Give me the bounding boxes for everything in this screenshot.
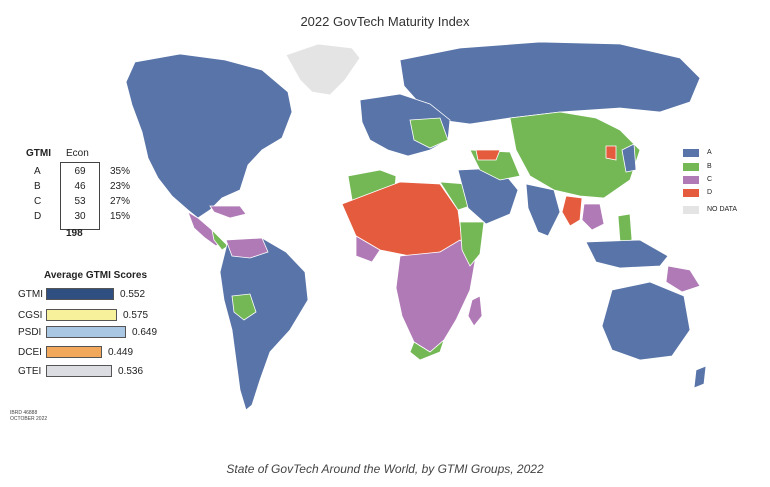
legend-label: D bbox=[707, 189, 713, 196]
region-indonesia bbox=[585, 239, 669, 269]
score-bar bbox=[46, 365, 112, 377]
region-australia bbox=[601, 281, 691, 361]
legend-item: NO DATA bbox=[683, 206, 763, 216]
group-letter: B bbox=[34, 181, 41, 192]
score-value: 0.575 bbox=[123, 310, 149, 321]
legend-label: B bbox=[707, 163, 712, 170]
region-russia bbox=[399, 41, 701, 125]
region-japan bbox=[621, 143, 637, 173]
region-central-america-b bbox=[211, 228, 229, 251]
region-central-asia bbox=[509, 111, 641, 199]
region-central-africa bbox=[395, 239, 477, 353]
legend-swatch bbox=[683, 189, 699, 197]
region-india bbox=[525, 183, 561, 237]
score-label: DCEI bbox=[18, 347, 42, 358]
score-row: CGSI 0.575 bbox=[18, 309, 218, 323]
region-west-africa bbox=[355, 235, 381, 263]
region-eastern-europe bbox=[409, 117, 449, 149]
region-north-korea bbox=[605, 145, 617, 161]
score-label: GTMI bbox=[18, 289, 43, 300]
figure-caption: State of GovTech Around the World, by GT… bbox=[226, 462, 544, 476]
map-date: OCTOBER 2022 bbox=[10, 416, 48, 422]
group-econ-count: 53 bbox=[74, 196, 86, 207]
group-letter: A bbox=[34, 166, 41, 177]
region-venezuela-colombia bbox=[225, 237, 269, 259]
region-southeast-asia bbox=[561, 195, 583, 227]
group-econ-count: 69 bbox=[74, 166, 86, 177]
region-southern-africa bbox=[409, 338, 445, 361]
group-percent: 15% bbox=[110, 211, 131, 222]
group-econ-count: 30 bbox=[74, 211, 86, 222]
legend-swatch bbox=[683, 163, 699, 171]
legend-swatch bbox=[683, 176, 699, 184]
score-label: CGSI bbox=[18, 310, 43, 321]
legend-label: C bbox=[707, 176, 713, 183]
score-value: 0.552 bbox=[120, 289, 146, 300]
econ-count-box bbox=[60, 162, 100, 230]
region-southeast-asia-b bbox=[581, 203, 605, 231]
score-row: GTEI 0.536 bbox=[18, 365, 218, 379]
region-north-america bbox=[125, 53, 293, 219]
map-id: IBRD 46888 bbox=[10, 410, 38, 416]
region-new-zealand bbox=[693, 365, 707, 389]
econ-total: 198 bbox=[66, 228, 83, 239]
group-letter: D bbox=[34, 211, 42, 222]
group-percent: 23% bbox=[110, 181, 131, 192]
region-east-africa bbox=[459, 221, 485, 267]
econ-column-header: Econ bbox=[66, 148, 89, 159]
region-papua bbox=[665, 265, 701, 293]
score-row: PSDI 0.649 bbox=[18, 326, 218, 340]
region-philippines bbox=[617, 213, 633, 243]
group-econ-count: 46 bbox=[74, 181, 86, 192]
score-bar bbox=[46, 309, 117, 321]
region-greenland bbox=[285, 43, 361, 96]
legend-item: A bbox=[683, 149, 763, 159]
group-percent: 27% bbox=[110, 196, 131, 207]
region-caribbean bbox=[209, 205, 247, 219]
average-scores-title: Average GTMI Scores bbox=[44, 270, 148, 281]
score-bar bbox=[46, 288, 114, 300]
region-south-america bbox=[219, 237, 309, 411]
region-caucasus bbox=[475, 149, 501, 161]
map-reference: IBRD 46888 OCTOBER 2022 bbox=[10, 410, 47, 422]
map-title: 2022 GovTech Maturity Index bbox=[300, 14, 470, 29]
score-row: GTMI 0.552 bbox=[18, 288, 218, 302]
legend-label: NO DATA bbox=[707, 206, 738, 213]
score-value: 0.649 bbox=[132, 327, 158, 338]
score-label: PSDI bbox=[18, 327, 42, 338]
score-bar bbox=[46, 346, 102, 358]
score-value: 0.536 bbox=[118, 366, 144, 377]
legend-item: B bbox=[683, 163, 763, 173]
legend-swatch bbox=[683, 206, 699, 214]
gtmi-column-header: GTMI bbox=[26, 148, 51, 159]
legend-item: C bbox=[683, 176, 763, 186]
group-letter: C bbox=[34, 196, 42, 207]
group-percent: 35% bbox=[110, 166, 131, 177]
legend-item: D bbox=[683, 189, 763, 199]
legend-label: A bbox=[707, 149, 712, 156]
score-value: 0.449 bbox=[108, 347, 134, 358]
region-bolivia bbox=[231, 293, 257, 321]
legend-swatch bbox=[683, 149, 699, 157]
score-bar bbox=[46, 326, 126, 338]
score-row: DCEI 0.449 bbox=[18, 346, 218, 360]
score-label: GTEI bbox=[18, 366, 42, 377]
region-madagascar bbox=[467, 295, 483, 327]
